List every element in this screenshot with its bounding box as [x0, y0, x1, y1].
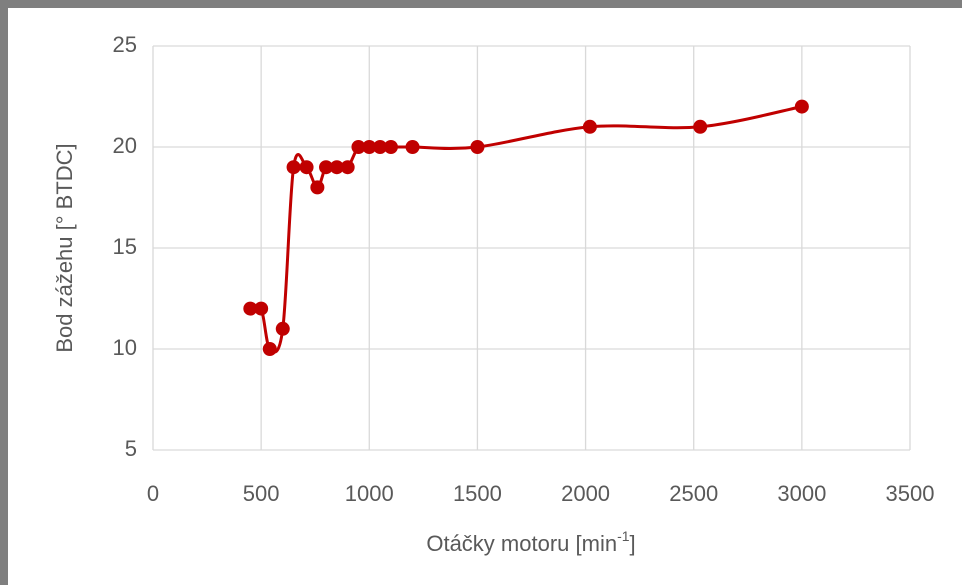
x-tick-label: 1500: [453, 481, 502, 506]
point: [693, 119, 708, 134]
x-tick-label: 3000: [777, 481, 826, 506]
x-tick-label: 2500: [669, 481, 718, 506]
frame-top: [0, 0, 962, 8]
x-axis-label: Otáčky motoru [min-1]: [426, 528, 635, 556]
y-tick-label: 15: [113, 234, 137, 259]
x-tick-label: 500: [243, 481, 280, 506]
point: [243, 301, 258, 316]
point: [262, 342, 277, 356]
point: [275, 321, 290, 336]
y-tick-label: 20: [113, 133, 137, 158]
point: [310, 180, 325, 195]
point: [405, 140, 420, 154]
y-tick-label: 5: [125, 436, 137, 461]
point: [373, 140, 388, 154]
x-axis-label-main: Otáčky motoru [min: [426, 531, 617, 556]
series-line: [249, 105, 803, 354]
y-tick-label: 10: [113, 335, 137, 360]
point: [329, 160, 344, 175]
x-tick-label: 0: [147, 481, 159, 506]
x-tick-label: 3500: [886, 481, 935, 506]
point: [582, 119, 597, 134]
point: [362, 140, 377, 154]
point: [319, 160, 334, 175]
point: [254, 301, 269, 316]
y-tick-label: 25: [113, 32, 137, 57]
point: [340, 160, 355, 175]
x-axis-label-sup: -1: [617, 528, 630, 544]
point: [286, 160, 301, 175]
point: [794, 99, 809, 114]
frame-left: [0, 0, 8, 585]
point: [383, 140, 398, 154]
x-tick-label: 2000: [561, 481, 610, 506]
y-axis-label: Bod zážehu [° BTDC]: [52, 143, 77, 352]
x-tick-label: 1000: [345, 481, 394, 506]
point: [351, 140, 366, 154]
x-axis-label-end: ]: [630, 531, 636, 556]
point: [299, 160, 314, 175]
point: [470, 140, 485, 154]
